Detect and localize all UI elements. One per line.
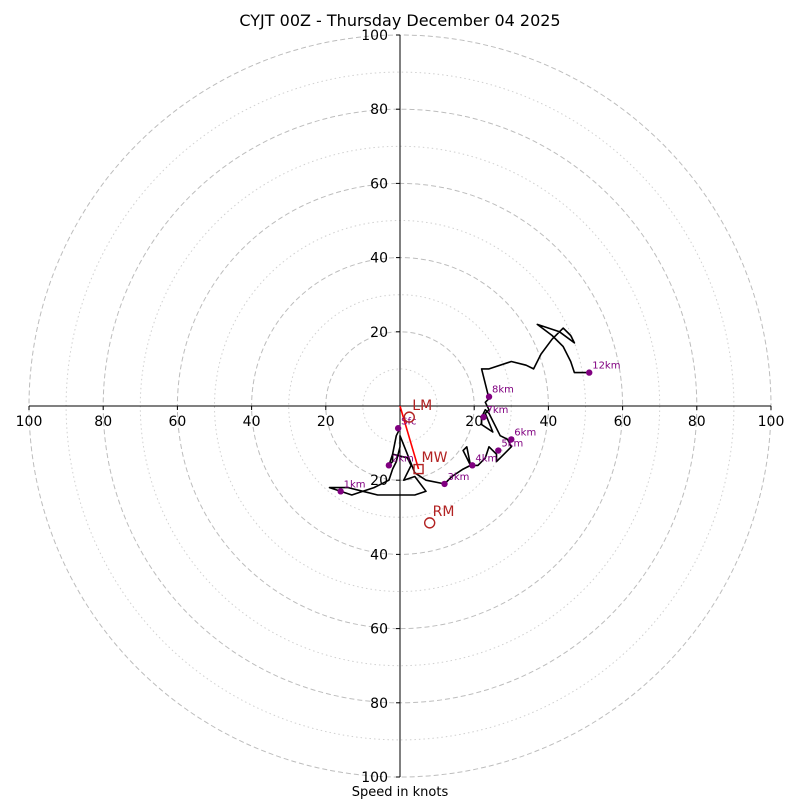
x-tick-label: 20: [465, 414, 483, 430]
x-tick-label: 60: [614, 414, 632, 430]
x-tick-label: 100: [758, 414, 785, 430]
height-marker-6km: [508, 436, 515, 443]
storm-motion-label: RM: [433, 504, 455, 520]
chart-title: CYJT 00Z - Thursday December 04 2025: [239, 11, 560, 30]
x-tick-label: 80: [688, 414, 706, 430]
y-tick-label: 100: [361, 770, 388, 786]
x-tick-label: 40: [243, 414, 261, 430]
height-marker-7km: [480, 413, 487, 421]
height-marker-label: 3km: [448, 472, 470, 483]
y-tick-label: 40: [370, 547, 388, 563]
y-tick-label: 100: [361, 28, 388, 44]
shear-vector-group: [399, 405, 420, 470]
y-tick-label: 60: [370, 176, 388, 192]
shear-vector-line: [399, 405, 420, 470]
height-marker-8km: [485, 393, 493, 400]
height-marker-5km: [495, 447, 502, 454]
height-marker-Sfc: [394, 425, 402, 432]
x-tick-labels: 100 80 60 40 20 20 40 60 80 100: [16, 406, 785, 430]
y-tick-label: 80: [370, 696, 388, 712]
x-axis-label: Speed in knots: [352, 785, 449, 800]
x-tick-label: 40: [539, 414, 557, 430]
y-tick-label: 40: [370, 251, 388, 267]
height-marker-label: 1km: [344, 479, 366, 490]
y-tick-label: 20: [370, 325, 388, 341]
height-marker-4km: [469, 462, 476, 469]
storm-motion-marker-LM: [403, 411, 415, 423]
height-marker-label: 6km: [514, 427, 536, 438]
height-marker-label: 8km: [492, 385, 514, 396]
x-tick-label: 80: [94, 414, 112, 430]
height-marker-12km: [586, 369, 593, 376]
x-tick-label: 60: [168, 414, 186, 430]
height-marker-label: 12km: [592, 361, 620, 372]
height-marker-label: 2km: [392, 453, 414, 464]
y-tick-label: 60: [370, 622, 388, 638]
storm-motion-marker-MW: [413, 463, 424, 475]
height-marker-label: 5km: [501, 439, 523, 450]
height-marker-1km: [337, 488, 344, 495]
y-tick-label: 20: [370, 473, 388, 489]
storm-motion-label: LM: [412, 398, 432, 414]
x-tick-label: 20: [317, 414, 335, 430]
storm-motion-label: MW: [422, 450, 448, 466]
height-marker-3km: [441, 480, 448, 488]
hodograph-trace: [328, 323, 590, 496]
storm-motion-marker-RM: [423, 517, 436, 529]
y-tick-label: 80: [370, 102, 388, 118]
height-marker-2km: [385, 462, 393, 469]
x-tick-label: 100: [16, 414, 43, 430]
height-marker-label: 4km: [475, 453, 497, 464]
height-marker-label: 7km: [486, 405, 508, 416]
storm-motion-markers: LM MW RM: [403, 398, 455, 529]
y-tick-labels: 100 80 60 40 20 20 40 60 80 100: [361, 28, 400, 786]
hodograph-trace-group: [328, 323, 590, 496]
